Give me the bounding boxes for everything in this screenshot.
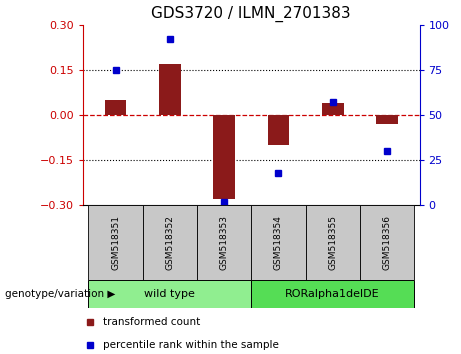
Bar bbox=[322, 103, 343, 115]
Bar bbox=[267, 115, 289, 145]
Text: RORalpha1delDE: RORalpha1delDE bbox=[285, 289, 380, 299]
Bar bbox=[213, 115, 235, 199]
Bar bbox=[89, 280, 251, 308]
Bar bbox=[159, 64, 181, 115]
Bar bbox=[251, 205, 306, 280]
Text: percentile rank within the sample: percentile rank within the sample bbox=[103, 340, 279, 350]
Title: GDS3720 / ILMN_2701383: GDS3720 / ILMN_2701383 bbox=[151, 6, 351, 22]
Bar bbox=[89, 205, 143, 280]
Text: GSM518355: GSM518355 bbox=[328, 215, 337, 270]
Bar bbox=[143, 205, 197, 280]
Text: GSM518353: GSM518353 bbox=[219, 215, 229, 270]
Bar bbox=[197, 205, 251, 280]
Text: GSM518354: GSM518354 bbox=[274, 215, 283, 270]
Text: GSM518352: GSM518352 bbox=[165, 215, 174, 270]
Bar bbox=[105, 100, 126, 115]
Text: wild type: wild type bbox=[144, 289, 195, 299]
Bar bbox=[251, 280, 414, 308]
Text: GSM518351: GSM518351 bbox=[111, 215, 120, 270]
Text: transformed count: transformed count bbox=[103, 317, 201, 327]
Text: genotype/variation ▶: genotype/variation ▶ bbox=[5, 289, 115, 299]
Text: GSM518356: GSM518356 bbox=[383, 215, 391, 270]
Bar bbox=[376, 115, 398, 124]
Bar bbox=[360, 205, 414, 280]
Bar bbox=[306, 205, 360, 280]
